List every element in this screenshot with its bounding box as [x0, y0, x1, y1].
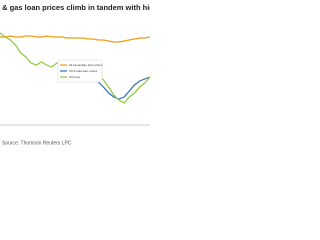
chart-title: l & gas loan prices climb in tandem with…	[0, 3, 150, 12]
page: l & gas loan prices climb in tandem with…	[0, 2, 150, 147]
series-line	[0, 35, 150, 43]
legend-label: Oil & Gas loan prices	[69, 69, 98, 73]
legend-label: Oil price	[69, 75, 80, 79]
chart: l & gas loan prices climb in tandem with…	[0, 3, 150, 146]
legend-label: All secondary loan prices	[69, 63, 103, 67]
legend-box	[57, 59, 103, 83]
source: Source: Thomson Reuters LPC	[2, 140, 72, 146]
